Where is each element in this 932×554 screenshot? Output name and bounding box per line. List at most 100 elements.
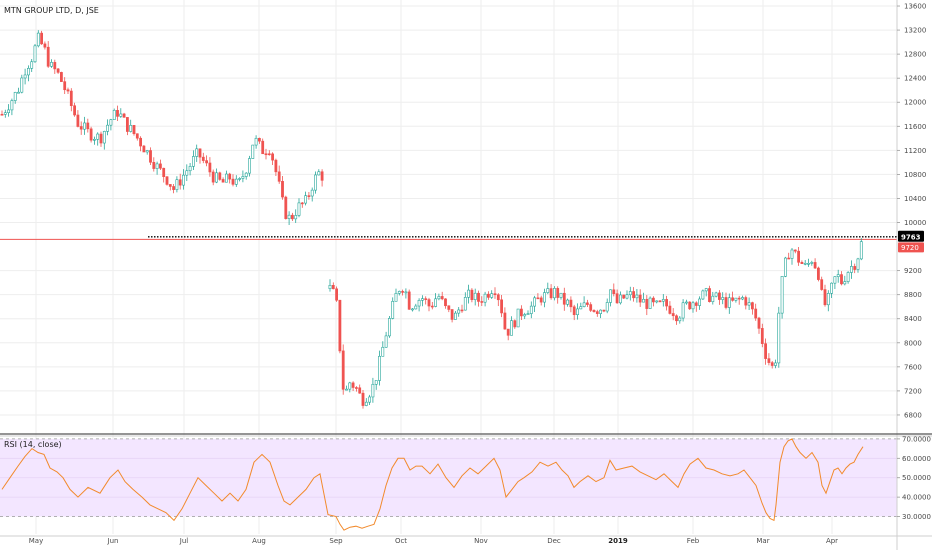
y-tick-label: 12000 (904, 99, 926, 107)
candle-up (609, 289, 612, 303)
y-tick-label: 11200 (904, 147, 926, 155)
candle-up (7, 109, 11, 113)
candle-down (358, 387, 362, 394)
candle-up (374, 380, 378, 385)
candle-down (267, 153, 271, 156)
candle-down (760, 328, 764, 344)
candle-up (642, 298, 645, 303)
candle-up (727, 297, 731, 308)
x-tick-label: Dec (547, 537, 561, 545)
candle-down (638, 294, 642, 303)
candle-down (139, 137, 143, 147)
y-tick-label: 13600 (904, 3, 926, 11)
candle-down (290, 214, 294, 220)
candle-down (513, 320, 517, 328)
candle-up (803, 262, 807, 265)
x-tick-label: Nov (474, 537, 488, 545)
candle-up (378, 355, 381, 381)
axes: 6800 7200 7600 8000 8400 8800 9200 10000 10400 10… (29, 3, 931, 545)
candle-down (351, 382, 355, 388)
price-lines (0, 236, 897, 240)
candle-down (307, 195, 311, 197)
candle-up (23, 74, 27, 79)
x-tick-label: Oct (395, 537, 407, 545)
red-line-label: 9720 (901, 244, 919, 252)
candle-up (467, 289, 471, 298)
candle-down (595, 311, 599, 314)
candle-down (331, 285, 335, 290)
y-tick-label: 6800 (904, 411, 922, 419)
candle-down (754, 308, 758, 319)
candle-down (0, 113, 4, 116)
candle-down (76, 114, 80, 127)
rsi-tick-label: 40.0000 (902, 494, 931, 502)
candle-down (764, 343, 768, 359)
candle-up (241, 176, 245, 179)
candle-up (13, 92, 17, 101)
candle-up (106, 124, 110, 132)
candle-up (93, 138, 96, 141)
last-price-label: 9763 (901, 233, 921, 241)
candle-up (192, 156, 195, 167)
candle-up (833, 276, 837, 284)
candle-up (234, 178, 238, 185)
candle-up (310, 189, 314, 197)
candle-up (3, 112, 7, 115)
candle-up (579, 306, 583, 310)
rsi-series-line (1, 438, 864, 531)
candle-down (341, 350, 345, 390)
candle-down (767, 358, 771, 363)
candle-up (244, 172, 248, 177)
candle-down (622, 294, 626, 299)
chart-title: MTN GROUP LTD, D, JSE (4, 6, 99, 15)
candle-down (793, 249, 797, 252)
candle-up (251, 144, 255, 159)
candle-down (178, 179, 182, 186)
price-labels: 9763 9720 (898, 230, 924, 253)
candle-down (40, 32, 44, 45)
candle-down (447, 305, 451, 310)
candle-down (632, 291, 636, 299)
candle-up (463, 297, 467, 311)
candle-up (457, 309, 461, 314)
candle-up (684, 301, 688, 304)
candle-down (427, 299, 431, 307)
rsi-title: RSI (14, close) (4, 440, 62, 449)
candle-down (205, 160, 209, 164)
last-price-badge (898, 230, 924, 242)
candle-down (744, 297, 748, 306)
candle-down (208, 162, 212, 173)
candle-down (198, 148, 202, 158)
candle-down (460, 309, 464, 312)
candle-up (195, 148, 199, 157)
candle-up (434, 298, 438, 307)
candle-up (83, 122, 86, 130)
candle-down (300, 202, 304, 205)
candle-down (430, 305, 434, 308)
candle-up (859, 241, 863, 260)
candle-down (277, 171, 281, 182)
candle-down (536, 297, 540, 300)
candle-down (549, 288, 553, 299)
candle-down (59, 72, 63, 82)
grid (0, 0, 897, 534)
y-tick-label: 11600 (904, 123, 926, 131)
y-tick-label: 12800 (904, 51, 926, 59)
candle-up (175, 179, 179, 190)
candle-up (112, 109, 116, 120)
candle-down (592, 310, 596, 312)
candle-down (731, 297, 735, 301)
candle-up (317, 171, 321, 176)
candle-down (142, 145, 146, 153)
candle-down (122, 113, 126, 118)
candle-down (126, 117, 129, 132)
candle-down (797, 250, 801, 263)
candle-down (757, 317, 761, 329)
x-tick-label: Jun (107, 537, 119, 545)
x-tick-label: May (29, 537, 43, 545)
candle-down (496, 294, 500, 301)
candle-down (503, 312, 507, 330)
candle-up (734, 297, 738, 301)
candle-up (774, 362, 777, 366)
